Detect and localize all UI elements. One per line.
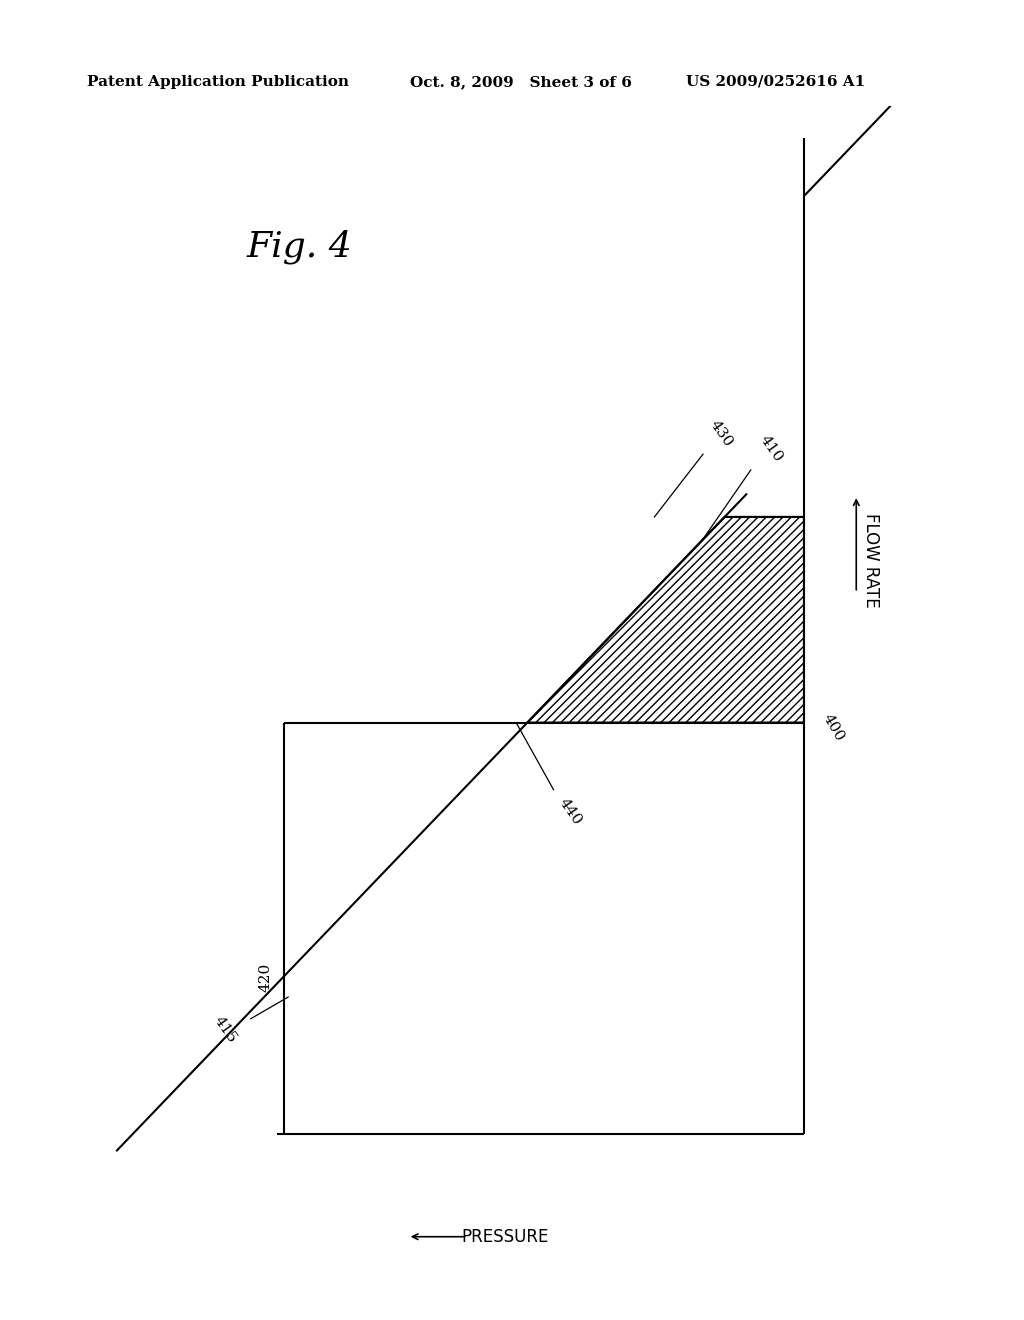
Text: 440: 440 bbox=[556, 796, 584, 828]
Text: Oct. 8, 2009   Sheet 3 of 6: Oct. 8, 2009 Sheet 3 of 6 bbox=[410, 75, 632, 88]
Text: 430: 430 bbox=[707, 418, 735, 450]
Text: 400: 400 bbox=[820, 711, 847, 744]
Text: Patent Application Publication: Patent Application Publication bbox=[87, 75, 349, 88]
Text: Fig. 4: Fig. 4 bbox=[247, 230, 352, 264]
Text: 410: 410 bbox=[757, 433, 785, 465]
Text: 420: 420 bbox=[259, 964, 272, 993]
Text: PRESSURE: PRESSURE bbox=[461, 1228, 549, 1246]
Text: US 2009/0252616 A1: US 2009/0252616 A1 bbox=[686, 75, 865, 88]
Text: 415: 415 bbox=[211, 1014, 240, 1045]
Text: FLOW RATE: FLOW RATE bbox=[862, 513, 881, 607]
